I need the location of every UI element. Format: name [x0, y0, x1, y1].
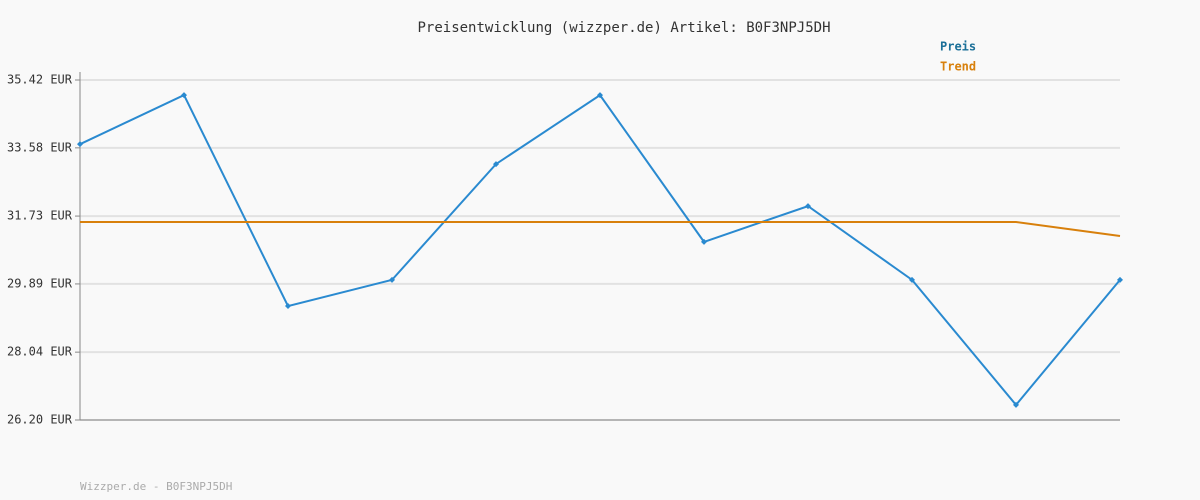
point-marker — [77, 141, 83, 148]
y-tick-label: 28.04 EUR — [7, 345, 73, 359]
point-marker — [389, 276, 395, 283]
legend-entry: Trend — [940, 60, 976, 74]
y-tick-label: 26.20 EUR — [7, 413, 73, 427]
chart-title: Preisentwicklung (wizzper.de) Artikel: B… — [417, 20, 830, 36]
point-marker — [181, 92, 187, 99]
y-tick-label: 35.42 EUR — [7, 73, 73, 87]
point-marker — [909, 276, 915, 283]
point-marker — [493, 161, 499, 168]
footer: Wizzper.de - B0F3NPJ5DH — [80, 480, 232, 493]
y-tick-label: 29.89 EUR — [7, 276, 73, 290]
point-marker — [285, 303, 291, 310]
legend-entry: Preis — [940, 40, 976, 54]
y-tick-label: 31.73 EUR — [7, 209, 73, 223]
point-marker — [805, 203, 811, 210]
point-marker — [1117, 276, 1123, 283]
point-marker — [1013, 401, 1019, 408]
point-marker — [701, 238, 707, 245]
point-marker — [597, 92, 603, 99]
series-line — [80, 220, 1121, 237]
y-tick-label: 33.58 EUR — [7, 140, 73, 154]
